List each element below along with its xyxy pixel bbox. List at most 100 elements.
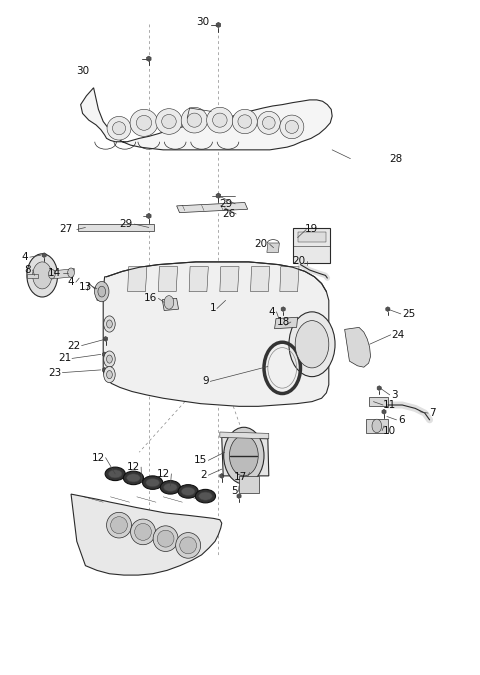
Circle shape: [104, 367, 115, 383]
Polygon shape: [220, 473, 224, 479]
Text: 6: 6: [398, 415, 405, 425]
Text: 17: 17: [234, 472, 247, 481]
Polygon shape: [78, 224, 154, 231]
Text: 22: 22: [67, 341, 81, 350]
Ellipse shape: [195, 489, 216, 503]
Circle shape: [107, 371, 112, 379]
Text: 12: 12: [91, 453, 105, 462]
Polygon shape: [366, 418, 388, 433]
Text: 26: 26: [222, 209, 235, 219]
Ellipse shape: [160, 481, 180, 494]
Ellipse shape: [199, 492, 212, 500]
Ellipse shape: [213, 113, 227, 127]
Polygon shape: [27, 274, 38, 278]
Polygon shape: [81, 88, 332, 150]
Polygon shape: [239, 476, 259, 493]
Text: 25: 25: [402, 309, 416, 319]
Text: 12: 12: [127, 462, 140, 472]
Ellipse shape: [123, 471, 144, 485]
Polygon shape: [146, 56, 151, 61]
Text: 12: 12: [157, 469, 170, 479]
Circle shape: [68, 268, 74, 277]
Ellipse shape: [110, 517, 128, 533]
Text: 2: 2: [201, 470, 207, 480]
Text: 1: 1: [209, 304, 216, 313]
Text: 13: 13: [79, 282, 92, 292]
Text: 3: 3: [391, 390, 398, 400]
Circle shape: [95, 281, 109, 302]
Circle shape: [104, 316, 115, 332]
Ellipse shape: [232, 109, 257, 134]
Circle shape: [33, 262, 52, 289]
Ellipse shape: [146, 479, 159, 487]
Polygon shape: [267, 243, 279, 252]
Ellipse shape: [257, 111, 280, 134]
Polygon shape: [369, 397, 388, 406]
Ellipse shape: [134, 524, 152, 540]
Text: 11: 11: [383, 400, 396, 410]
Ellipse shape: [105, 467, 125, 481]
Ellipse shape: [164, 483, 177, 491]
Polygon shape: [96, 285, 111, 300]
Text: 7: 7: [430, 408, 436, 418]
Text: 10: 10: [383, 426, 396, 435]
Ellipse shape: [263, 117, 275, 129]
Text: 4: 4: [21, 252, 28, 262]
Polygon shape: [386, 306, 390, 312]
Ellipse shape: [181, 107, 207, 133]
Polygon shape: [222, 437, 269, 476]
Polygon shape: [220, 432, 269, 439]
Ellipse shape: [187, 113, 202, 127]
Polygon shape: [104, 336, 108, 342]
Ellipse shape: [156, 109, 182, 134]
Ellipse shape: [162, 115, 176, 128]
Ellipse shape: [107, 116, 131, 140]
Ellipse shape: [127, 474, 140, 482]
Polygon shape: [216, 22, 221, 28]
Ellipse shape: [136, 115, 152, 130]
Polygon shape: [128, 267, 147, 292]
Polygon shape: [275, 317, 298, 329]
Ellipse shape: [180, 537, 197, 554]
Text: 14: 14: [48, 268, 61, 277]
Text: 27: 27: [60, 225, 73, 234]
Polygon shape: [158, 267, 178, 292]
Text: 5: 5: [231, 487, 238, 496]
Text: 4: 4: [68, 277, 74, 287]
Ellipse shape: [143, 476, 163, 489]
Circle shape: [27, 254, 58, 297]
Polygon shape: [189, 267, 208, 292]
Text: 23: 23: [48, 368, 61, 377]
Text: 19: 19: [305, 225, 318, 234]
Text: 20: 20: [255, 240, 268, 249]
Text: 30: 30: [76, 66, 89, 76]
Polygon shape: [47, 269, 74, 279]
Circle shape: [98, 286, 106, 297]
Text: 18: 18: [276, 317, 290, 327]
Text: 30: 30: [196, 17, 209, 26]
Polygon shape: [146, 213, 151, 219]
Polygon shape: [103, 262, 329, 406]
Polygon shape: [162, 298, 179, 311]
Polygon shape: [345, 327, 371, 367]
Polygon shape: [103, 367, 107, 373]
Text: 8: 8: [24, 265, 31, 275]
Polygon shape: [177, 202, 248, 213]
Ellipse shape: [153, 526, 178, 551]
Ellipse shape: [112, 122, 126, 135]
Text: 9: 9: [202, 377, 209, 386]
Text: 29: 29: [119, 219, 132, 229]
Polygon shape: [42, 252, 46, 258]
Polygon shape: [251, 267, 270, 292]
Polygon shape: [220, 267, 239, 292]
Ellipse shape: [107, 512, 132, 538]
Circle shape: [48, 269, 55, 279]
Polygon shape: [103, 352, 107, 357]
Polygon shape: [293, 228, 330, 263]
Ellipse shape: [176, 533, 201, 558]
Ellipse shape: [181, 487, 195, 495]
Text: 4: 4: [269, 307, 276, 317]
Text: 16: 16: [144, 294, 157, 303]
Ellipse shape: [285, 120, 299, 134]
Circle shape: [224, 427, 264, 484]
